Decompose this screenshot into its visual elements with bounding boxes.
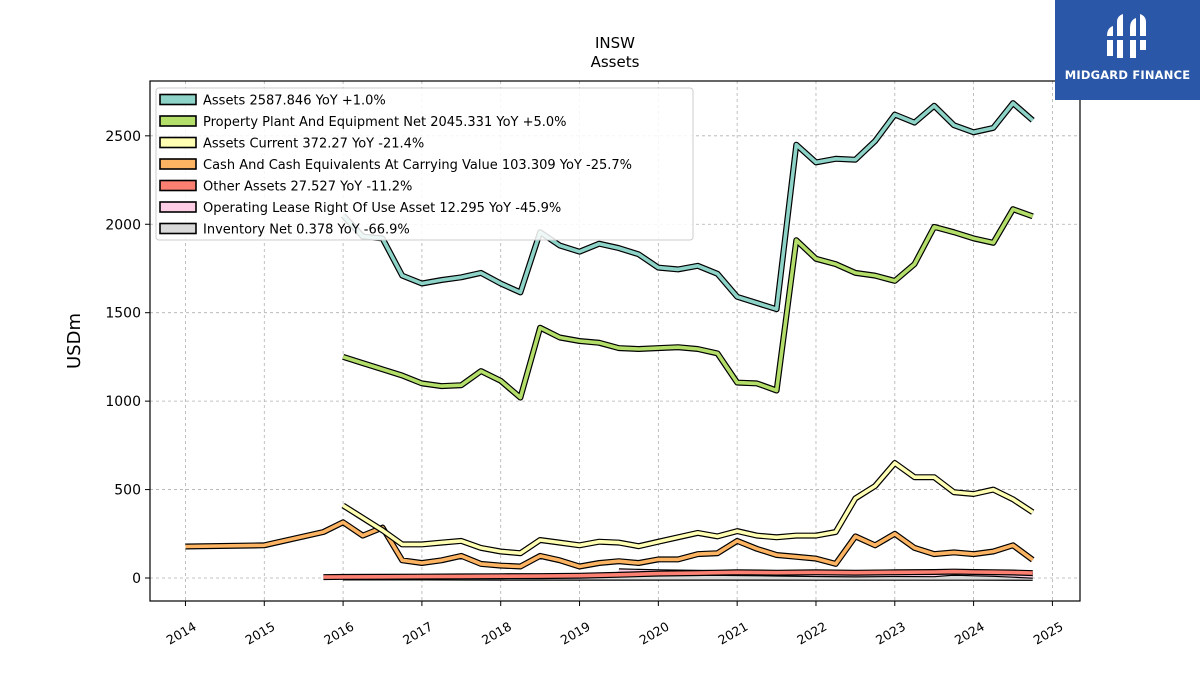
x-tick-label: 2017 <box>400 619 435 648</box>
series-assets <box>340 100 1035 313</box>
y-tick-label: 2000 <box>105 217 141 233</box>
y-tick-label: 0 <box>132 571 141 587</box>
x-tick-label: 2021 <box>715 619 750 648</box>
legend-entry: Assets Current 372.27 YoY -21.4% <box>203 137 424 152</box>
legend-box <box>155 87 694 241</box>
x-tick-label: 2014 <box>164 619 199 648</box>
brand-logo-icon <box>1105 14 1149 58</box>
y-axis-label: USDm <box>64 313 85 369</box>
x-tick-label: 2019 <box>558 619 593 648</box>
legend-swatch <box>159 115 197 127</box>
plot-frame <box>149 80 1081 602</box>
y-tick-label: 1500 <box>105 306 141 322</box>
legend-swatch <box>159 179 197 192</box>
legend-swatch <box>159 201 197 213</box>
legend-swatch <box>159 158 197 170</box>
y-tick-label: 1000 <box>105 394 141 410</box>
series-line <box>342 207 1034 400</box>
brand-name: MIDGARD FINANCE <box>1064 68 1191 82</box>
series-line <box>341 101 1034 312</box>
x-tick-label: 2018 <box>479 619 514 648</box>
x-tick-label: 2016 <box>321 619 356 648</box>
x-tick-label: 2023 <box>873 619 908 648</box>
legend-swatch <box>159 222 197 235</box>
legend-swatch <box>159 93 197 106</box>
series-property-plant-and-equipment-net <box>342 206 1034 401</box>
x-tick-label: 2015 <box>243 619 278 648</box>
chart-subtitle: Assets <box>591 53 640 71</box>
legend-entry: Cash And Cash Equivalents At Carrying Va… <box>203 158 632 173</box>
legend-entry: Operating Lease Right Of Use Asset 12.29… <box>203 201 561 216</box>
chart-title: INSW <box>595 34 635 52</box>
brand-logo: MIDGARD FINANCE <box>1055 0 1200 100</box>
series-other-assets <box>323 568 1033 581</box>
legend-entry: Inventory Net 0.378 YoY -66.9% <box>203 223 410 238</box>
legend-entry: Other Assets 27.527 YoY -11.2% <box>203 180 412 195</box>
series-line <box>323 569 1033 579</box>
x-tick-label: 2024 <box>952 619 987 648</box>
y-tick-label: 2500 <box>105 129 141 145</box>
series-cash-and-cash-equivalents-at-carrying-value <box>185 519 1035 570</box>
x-tick-label: 2020 <box>637 619 672 648</box>
series-assets-current <box>341 460 1035 557</box>
x-tick-label: 2022 <box>794 619 829 648</box>
legend-entry: Assets 2587.846 YoY +1.0% <box>203 94 386 109</box>
series-line <box>185 520 1034 569</box>
x-tick-label: 2025 <box>1031 619 1066 648</box>
legend-entry: Property Plant And Equipment Net 2045.33… <box>203 115 567 130</box>
series-line <box>342 461 1034 556</box>
legend: Assets 2587.846 YoY +1.0% Property Plant … <box>155 87 694 241</box>
series-group <box>185 100 1035 581</box>
legend-swatch <box>159 136 197 149</box>
y-tick-label: 500 <box>114 483 141 499</box>
